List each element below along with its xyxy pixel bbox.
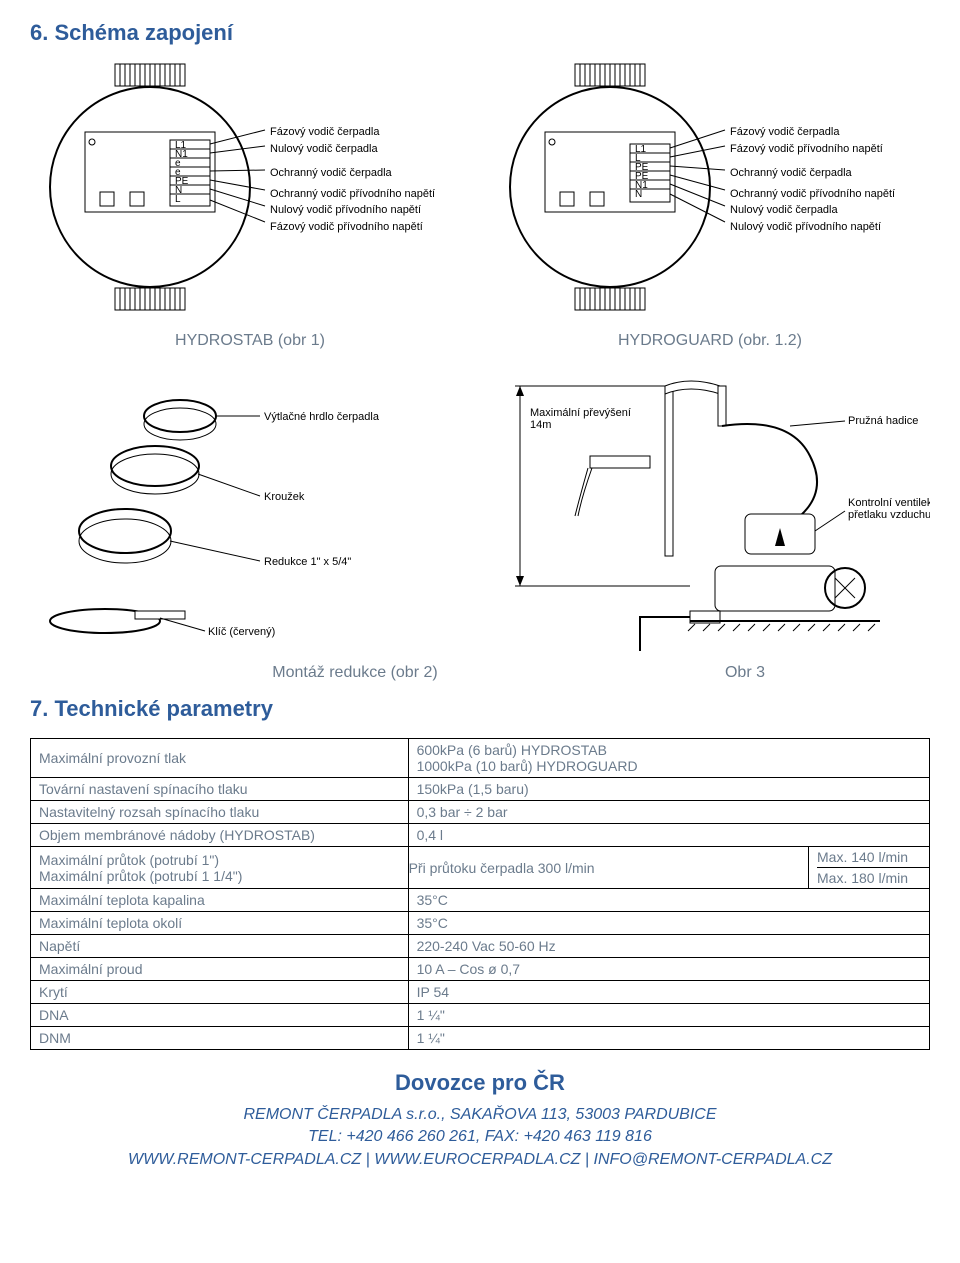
section6-heading: 6. Schéma zapojení <box>30 20 930 46</box>
importer-heading: Dovozce pro ČR <box>30 1070 930 1096</box>
param-label: Tovární nastavení spínacího tlaku <box>31 778 409 801</box>
wire-label: Fázový vodič přívodního napětí <box>730 141 895 158</box>
param-label: Maximální teplota okolí <box>31 912 409 935</box>
svg-text:N: N <box>635 189 642 200</box>
section7-heading: 7. Technické parametry <box>30 696 930 722</box>
wire-label: Ochranný vodič čerpadla <box>730 165 895 182</box>
wire-label: Ochranný vodič přívodního napětí <box>270 186 435 203</box>
table-row: Maximální teplota okolí35°C <box>31 912 930 935</box>
table-row: Maximální provozní tlak600kPa (6 barů) H… <box>31 739 930 778</box>
param-value: Max. 180 l/min <box>817 868 929 888</box>
svg-text:L: L <box>175 194 181 205</box>
table-row: KrytíIP 54 <box>31 981 930 1004</box>
wire-label: Nulový vodič čerpadla <box>730 202 895 219</box>
wiring-diagram-hydrostab: L1 N1 e e PE N L Fázový vodič čerpad <box>30 62 470 322</box>
table-row: Maximální průtok (potrubí 1") Maximální … <box>31 847 930 889</box>
table-row: DNA1 ¼" <box>31 1004 930 1027</box>
table-row: Maximální proud10 A – Cos ø 0,7 <box>31 958 930 981</box>
wire-label: Nulový vodič přívodního napětí <box>270 202 435 219</box>
param-label: Nastavitelný rozsah spínacího tlaku <box>31 801 409 824</box>
param-value: 150kPa (1,5 baru) <box>408 778 929 801</box>
caption-hydrostab: HYDROSTAB (obr 1) <box>30 332 470 350</box>
caption-installation: Obr 3 <box>560 664 930 682</box>
wire-label: Nulový vodič čerpadla <box>270 141 435 158</box>
caption-assembly: Montáž redukce (obr 2) <box>170 664 540 682</box>
svg-text:Klíč (červený): Klíč (červený) <box>208 626 275 638</box>
param-label: Maximální teplota kapalina <box>31 889 409 912</box>
footer-web: WWW.REMONT-CERPADLA.CZ | WWW.EUROCERPADL… <box>30 1149 930 1171</box>
table-row: Nastavitelný rozsah spínacího tlaku0,3 b… <box>31 801 930 824</box>
param-value: 1 ¼" <box>408 1027 929 1050</box>
wire-label: Ochranný vodič přívodního napětí <box>730 186 895 203</box>
installation-diagram: Maximální převýšení14m Pružná hadice Kon… <box>490 356 930 656</box>
param-label: Maximální průtok (potrubí 1 1/4") <box>39 868 400 884</box>
svg-text:Redukce 1" x 5/4": Redukce 1" x 5/4" <box>264 556 351 568</box>
param-label: DNM <box>31 1027 409 1050</box>
param-value: IP 54 <box>408 981 929 1004</box>
param-value: Max. 140 l/min <box>817 847 929 868</box>
param-label: Maximální průtok (potrubí 1") <box>39 852 400 868</box>
wire-label: Fázový vodič přívodního napětí <box>270 219 435 236</box>
table-row: DNM1 ¼" <box>31 1027 930 1050</box>
param-label: Maximální proud <box>31 958 409 981</box>
svg-text:Kroužek: Kroužek <box>264 491 305 503</box>
param-label: Maximální provozní tlak <box>31 739 409 778</box>
param-label: DNA <box>31 1004 409 1027</box>
param-value: Při průtoku čerpadla 300 l/min <box>409 860 595 876</box>
param-value: 35°C <box>408 889 929 912</box>
wiring-diagram-hydroguard: L1 L PE PE N1 N Fázový vodič čerpadla Fá… <box>490 62 930 322</box>
svg-text:Výtlačné hrdlo čerpadla: Výtlačné hrdlo čerpadla <box>264 411 380 423</box>
svg-text:Kontrolní ventilekpřetlaku vzd: Kontrolní ventilekpřetlaku vzduchu (1,5 … <box>848 497 930 521</box>
wire-label: Nulový vodič přívodního napětí <box>730 219 895 236</box>
table-row: Objem membránové nádoby (HYDROSTAB)0,4 l <box>31 824 930 847</box>
param-value: 1 ¼" <box>408 1004 929 1027</box>
svg-text:Maximální převýšení14m: Maximální převýšení14m <box>530 407 631 431</box>
footer-phone: TEL: +420 466 260 261, FAX: +420 463 119… <box>30 1126 930 1148</box>
table-row: Napětí220-240 Vac 50-60 Hz <box>31 935 930 958</box>
table-row: Maximální teplota kapalina35°C <box>31 889 930 912</box>
wire-label: Ochranný vodič čerpadla <box>270 165 435 182</box>
param-label: Objem membránové nádoby (HYDROSTAB) <box>31 824 409 847</box>
assembly-diagram: Výtlačné hrdlo čerpadla Kroužek Redukce … <box>30 356 470 656</box>
wire-label: Fázový vodič čerpadla <box>730 124 895 141</box>
wire-label: Fázový vodič čerpadla <box>270 124 435 141</box>
footer-company: REMONT ČERPADLA s.r.o., SAKAŘOVA 113, 53… <box>30 1104 930 1126</box>
param-value: 600kPa (6 barů) HYDROSTAB1000kPa (10 bar… <box>408 739 929 778</box>
param-label: Krytí <box>31 981 409 1004</box>
param-value: 0,4 l <box>408 824 929 847</box>
param-label: Napětí <box>31 935 409 958</box>
svg-text:Pružná hadice: Pružná hadice <box>848 415 918 427</box>
caption-hydroguard: HYDROGUARD (obr. 1.2) <box>490 332 930 350</box>
parameters-table: Maximální provozní tlak600kPa (6 barů) H… <box>30 738 930 1050</box>
param-value: 220-240 Vac 50-60 Hz <box>408 935 929 958</box>
param-value: 0,3 bar ÷ 2 bar <box>408 801 929 824</box>
param-value: 10 A – Cos ø 0,7 <box>408 958 929 981</box>
table-row: Tovární nastavení spínacího tlaku150kPa … <box>31 778 930 801</box>
param-value: 35°C <box>408 912 929 935</box>
